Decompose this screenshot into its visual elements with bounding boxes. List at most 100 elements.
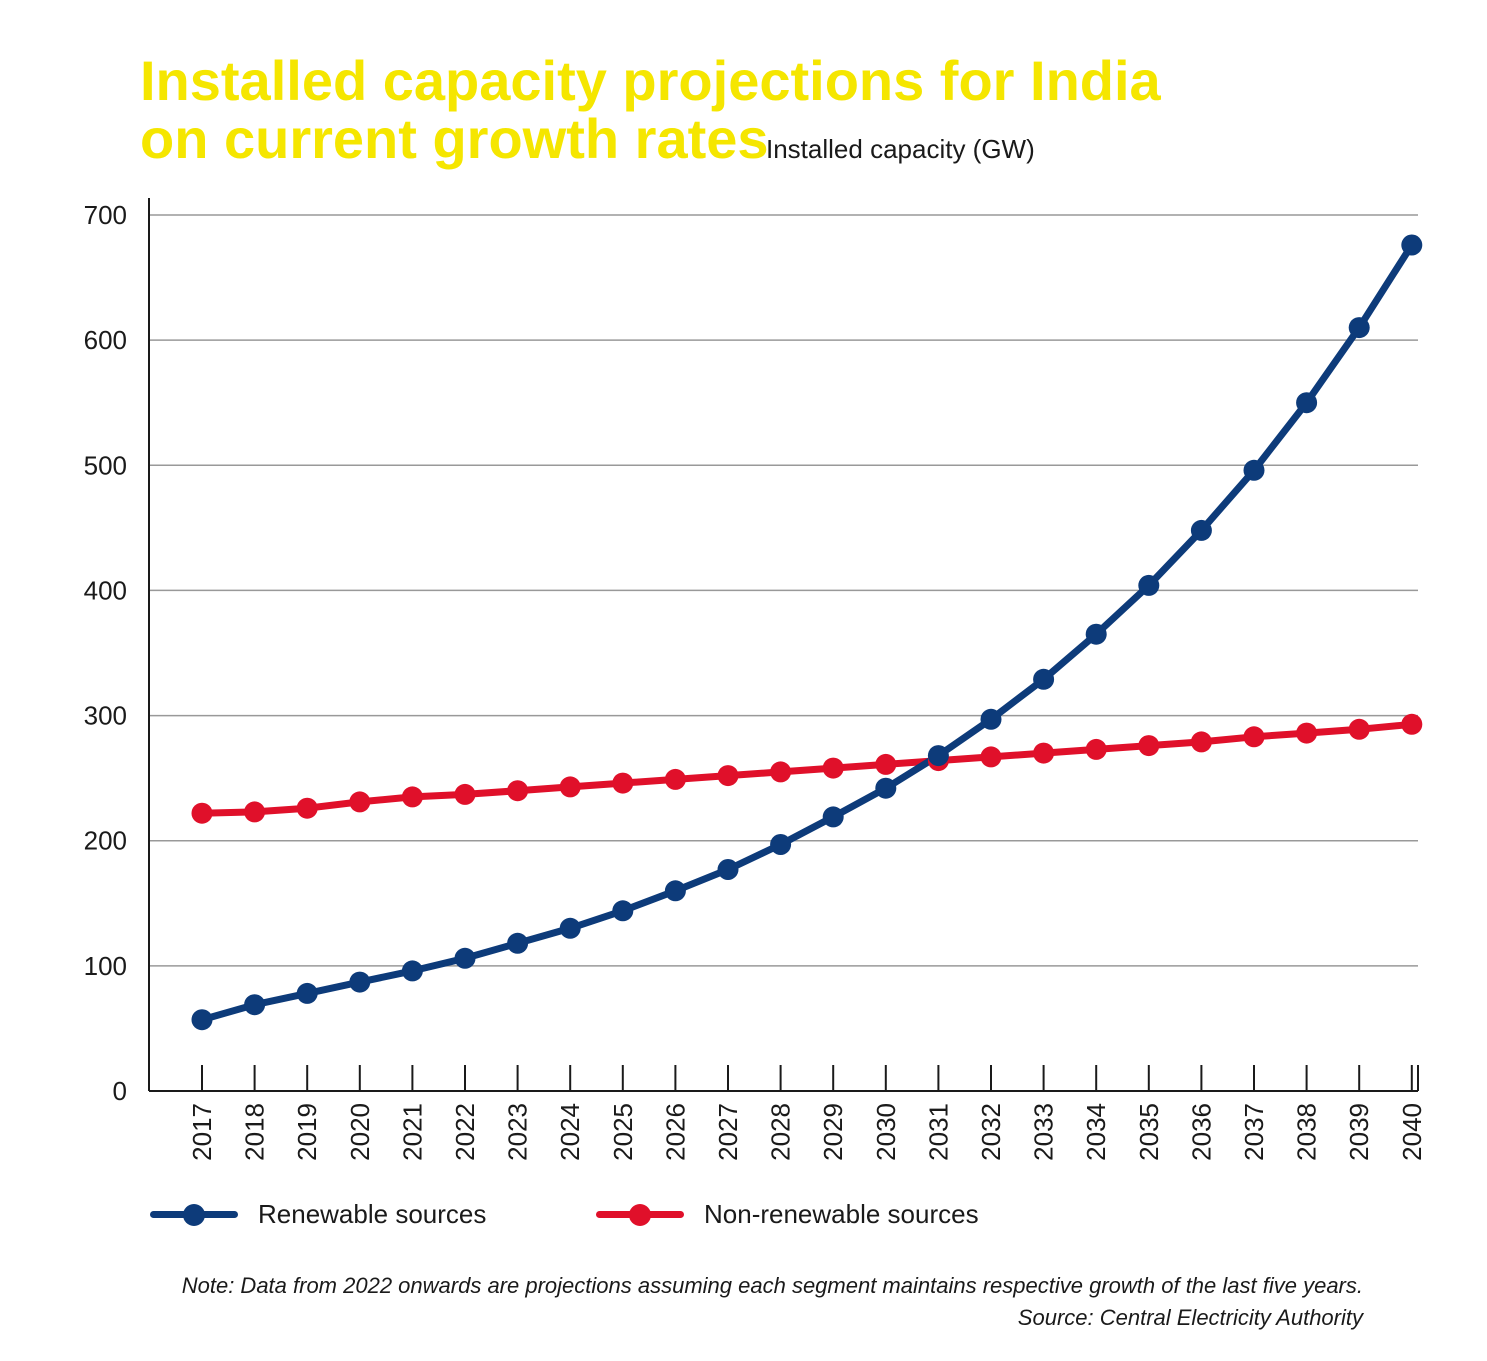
- x-tick-label: 2030: [871, 1103, 901, 1161]
- data-point-renewable: [296, 982, 318, 1004]
- data-point-non-renewable: [822, 757, 844, 779]
- x-tick-label: 2025: [608, 1103, 638, 1161]
- source-text: Source: Central Electricity Authority: [1017, 1305, 1363, 1330]
- data-point-renewable: [1348, 317, 1370, 339]
- data-point-renewable: [1243, 459, 1265, 481]
- series-lines: [198, 241, 1416, 1024]
- series-points: [191, 234, 1423, 1031]
- data-point-renewable: [349, 971, 371, 993]
- legend-swatch-non-renewable: [596, 1196, 684, 1232]
- legend-label-non-renewable: Non-renewable sources: [704, 1198, 979, 1229]
- x-tick-label: 2024: [555, 1103, 585, 1161]
- data-point-renewable: [559, 917, 581, 939]
- x-tick-label: 2035: [1134, 1103, 1164, 1161]
- data-point-non-renewable: [454, 783, 476, 805]
- series-line-non-renewable: [198, 720, 1416, 817]
- chart-title-line-2: on current growth rates: [140, 107, 769, 170]
- y-tick-label: 0: [113, 1076, 127, 1106]
- x-tick-label: 2023: [503, 1103, 533, 1161]
- data-point-non-renewable: [296, 797, 318, 819]
- x-tick-label: 2021: [397, 1103, 427, 1161]
- data-point-non-renewable: [401, 786, 423, 808]
- x-tick-label: 2017: [187, 1103, 217, 1161]
- data-point-non-renewable: [612, 772, 634, 794]
- x-tick-label: 2028: [766, 1103, 796, 1161]
- x-tick-label: 2018: [240, 1103, 270, 1161]
- data-point-non-renewable: [875, 753, 897, 775]
- x-tick-label: 2034: [1081, 1103, 1111, 1161]
- data-point-non-renewable: [559, 776, 581, 798]
- data-point-renewable: [980, 708, 1002, 730]
- data-point-renewable: [770, 834, 792, 855]
- data-point-renewable: [1033, 668, 1055, 690]
- legend-item-non-renewable: Non-renewable sources: [596, 1196, 979, 1232]
- data-point-renewable: [1401, 234, 1423, 256]
- footnote: Note: Data from 2022 onwards are project…: [182, 1270, 1363, 1334]
- x-tick-label: 2022: [450, 1103, 480, 1161]
- data-point-non-renewable: [664, 768, 686, 790]
- data-point-renewable: [401, 960, 423, 982]
- x-tick-label: 2029: [818, 1103, 848, 1161]
- data-point-renewable: [1296, 392, 1318, 414]
- data-point-non-renewable: [1085, 738, 1107, 760]
- chart-title-line-1: Installed capacity projections for India: [140, 49, 1161, 112]
- data-point-renewable: [244, 994, 266, 1016]
- legend-label-renewable: Renewable sources: [258, 1198, 487, 1229]
- x-tick-label: 2020: [345, 1103, 375, 1161]
- y-tick-label: 400: [84, 575, 127, 605]
- legend-swatch-renewable: [150, 1196, 238, 1232]
- data-point-renewable: [454, 947, 476, 969]
- data-point-non-renewable: [191, 802, 213, 824]
- y-axis-unit-label: Installed capacity (GW): [766, 134, 1035, 164]
- x-tick-label: 2038: [1292, 1103, 1322, 1161]
- x-tick-label: 2027: [713, 1103, 743, 1161]
- series-line-renewable: [198, 241, 1416, 1024]
- y-tick-label: 500: [84, 450, 127, 480]
- legend-item-renewable: Renewable sources: [150, 1196, 486, 1232]
- gridlines: [149, 214, 1418, 967]
- data-point-non-renewable: [1190, 731, 1212, 753]
- y-tick-label: 600: [84, 325, 127, 355]
- data-point-non-renewable: [244, 801, 266, 823]
- x-tick-label: 2040: [1397, 1103, 1427, 1161]
- x-tick-label: 2032: [976, 1103, 1006, 1161]
- y-tick-label: 700: [84, 200, 127, 230]
- x-tick-label: 2026: [660, 1103, 690, 1161]
- data-point-renewable: [927, 745, 949, 767]
- data-point-non-renewable: [770, 761, 792, 783]
- data-point-non-renewable: [1138, 735, 1160, 757]
- x-tick-label: 2019: [292, 1103, 322, 1161]
- x-tick-label: 2036: [1186, 1103, 1216, 1161]
- data-point-non-renewable: [1033, 742, 1055, 764]
- chart-title: Installed capacity projections for India…: [140, 52, 1161, 168]
- y-tick-label: 300: [84, 701, 127, 731]
- x-tick-label: 2039: [1344, 1103, 1374, 1161]
- data-point-renewable: [664, 880, 686, 902]
- data-point-renewable: [822, 806, 844, 828]
- data-point-non-renewable: [980, 746, 1002, 768]
- data-point-non-renewable: [1348, 718, 1370, 740]
- data-point-non-renewable: [507, 780, 529, 802]
- data-point-renewable: [717, 859, 739, 880]
- tick-labels: 0 100 200 300 400 500 600 700 2017 2018 2019 2020 20…: [84, 200, 1427, 1161]
- data-point-renewable: [875, 777, 897, 799]
- data-point-non-renewable: [717, 765, 739, 787]
- data-point-renewable: [1085, 623, 1107, 645]
- data-point-renewable: [191, 1009, 213, 1031]
- x-tick-label: 2031: [923, 1103, 953, 1161]
- x-tick-label: 2033: [1029, 1103, 1059, 1161]
- data-point-renewable: [1138, 574, 1160, 596]
- x-tick-label: 2037: [1239, 1103, 1269, 1161]
- data-point-renewable: [507, 932, 529, 954]
- y-tick-label: 100: [84, 951, 127, 981]
- y-tick-label: 200: [84, 826, 127, 856]
- data-point-non-renewable: [1243, 726, 1265, 748]
- data-point-non-renewable: [1401, 713, 1423, 735]
- data-point-renewable: [1190, 519, 1212, 541]
- note-text: Note: Data from 2022 onwards are project…: [181, 1273, 1363, 1298]
- data-point-non-renewable: [349, 791, 371, 813]
- data-point-non-renewable: [1296, 722, 1318, 744]
- data-point-renewable: [612, 900, 634, 922]
- axes: [148, 198, 1419, 1092]
